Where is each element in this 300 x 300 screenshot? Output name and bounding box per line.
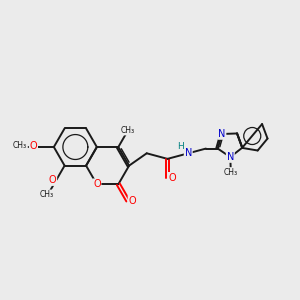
Text: N: N — [218, 129, 226, 139]
Text: O: O — [93, 179, 101, 189]
Text: N: N — [226, 152, 234, 162]
Text: H: H — [177, 142, 184, 151]
Text: CH₃: CH₃ — [40, 190, 54, 199]
Text: O: O — [128, 196, 136, 206]
Text: O: O — [168, 173, 176, 183]
Text: CH₃: CH₃ — [120, 126, 134, 135]
Text: CH₃: CH₃ — [13, 141, 27, 150]
Text: O: O — [30, 141, 37, 151]
Text: CH₃: CH₃ — [223, 168, 237, 177]
Text: O: O — [49, 175, 56, 185]
Text: N: N — [184, 148, 192, 158]
